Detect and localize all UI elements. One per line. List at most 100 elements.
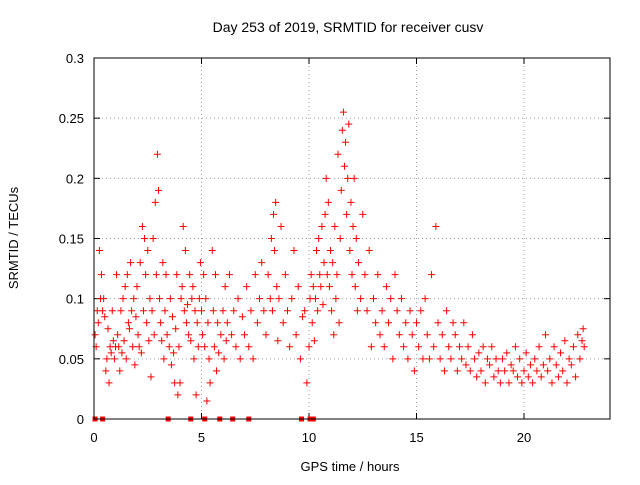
data-point — [349, 222, 357, 230]
data-point — [514, 373, 522, 381]
data-point — [524, 373, 532, 381]
data-point — [192, 391, 200, 399]
data-point — [272, 198, 280, 206]
data-point — [486, 361, 494, 369]
data-point — [336, 235, 344, 242]
data-point — [578, 337, 586, 345]
data-point — [279, 319, 287, 327]
data-point — [166, 295, 174, 303]
data-point — [447, 355, 455, 363]
data-point — [505, 379, 513, 387]
data-point — [141, 235, 149, 242]
data-point — [574, 331, 582, 339]
data-point — [202, 295, 210, 303]
data-point — [217, 331, 225, 339]
data-point — [395, 331, 403, 339]
data-point — [313, 247, 321, 255]
data-point — [180, 307, 188, 315]
data-point — [522, 349, 530, 357]
data-point — [132, 313, 140, 321]
data-point — [206, 379, 214, 387]
data-point — [316, 271, 324, 279]
data-point — [305, 343, 313, 351]
data-point — [186, 271, 194, 279]
data-point — [102, 367, 110, 375]
data-point — [122, 355, 130, 363]
data-point — [332, 295, 340, 303]
data-point — [559, 367, 567, 375]
data-point — [179, 222, 187, 230]
data-point — [181, 247, 189, 255]
data-point — [262, 331, 270, 339]
data-point — [161, 307, 169, 315]
data-point — [468, 331, 476, 339]
data-point — [165, 343, 173, 351]
data-point — [251, 271, 259, 279]
data-point — [488, 343, 496, 351]
data-point — [501, 367, 509, 375]
y-axis-label: SRMTID / TECUs — [6, 186, 21, 289]
data-point — [374, 271, 382, 279]
data-point — [321, 210, 329, 218]
data-point — [580, 343, 588, 351]
data-point — [199, 331, 207, 339]
data-point — [110, 355, 118, 363]
data-point — [365, 247, 373, 255]
data-point — [163, 331, 171, 339]
chart-title: Day 253 of 2019, SRMTID for receiver cus… — [213, 19, 484, 35]
data-point — [308, 319, 316, 327]
data-point — [434, 319, 442, 327]
data-point — [101, 313, 109, 321]
data-point — [520, 367, 528, 375]
y-tick-label: 0.3 — [66, 51, 84, 66]
data-point — [334, 150, 342, 158]
data-point — [198, 307, 205, 315]
data-point — [267, 235, 275, 242]
data-point — [107, 349, 115, 357]
data-point — [436, 355, 444, 363]
data-point — [477, 367, 485, 375]
data-point — [209, 307, 217, 315]
data-point — [155, 186, 162, 194]
data-point — [413, 319, 420, 327]
data-point — [473, 373, 481, 381]
data-point — [380, 343, 388, 351]
data-point — [134, 331, 142, 339]
data-point — [133, 283, 141, 291]
data-point — [353, 307, 361, 315]
data-point — [507, 361, 515, 369]
data-point — [294, 283, 302, 291]
data-point — [563, 379, 571, 387]
data-point — [462, 361, 470, 369]
data-point — [205, 355, 213, 363]
data-point — [200, 271, 208, 279]
data-point — [149, 235, 157, 242]
data-point — [339, 108, 347, 116]
data-point — [249, 355, 257, 363]
data-point — [344, 174, 352, 182]
data-point — [172, 325, 180, 333]
data-point — [569, 343, 577, 351]
data-point — [190, 355, 198, 363]
data-point — [175, 343, 183, 351]
data-point — [201, 343, 209, 351]
data-point — [270, 210, 278, 218]
data-point — [345, 120, 353, 128]
data-point — [503, 349, 511, 357]
data-point — [113, 271, 121, 279]
data-point — [499, 355, 506, 363]
data-point — [509, 367, 517, 375]
data-point — [361, 271, 369, 279]
data-point — [170, 349, 178, 357]
data-point — [325, 283, 333, 291]
data-point — [330, 331, 338, 339]
y-tick-label: 0.2 — [66, 171, 84, 186]
data-point — [152, 271, 160, 279]
data-point — [178, 283, 186, 291]
data-point — [139, 307, 147, 315]
data-point — [299, 313, 307, 321]
data-point — [542, 331, 549, 339]
data-point — [174, 391, 182, 399]
